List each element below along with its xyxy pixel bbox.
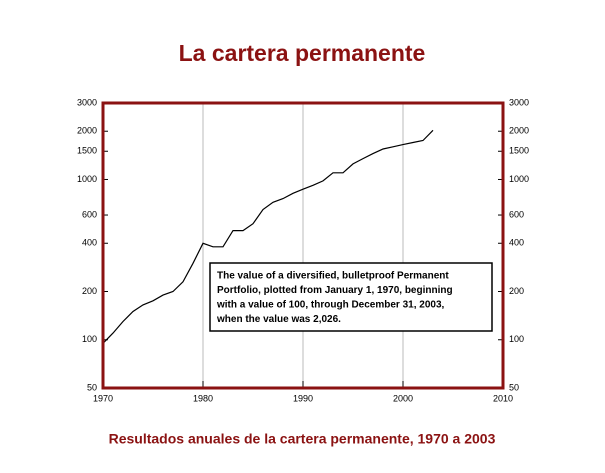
y-tick-label: 200 bbox=[82, 286, 97, 296]
chart-title: La cartera permanente bbox=[179, 40, 426, 66]
y-tick-label: 2000 bbox=[509, 126, 529, 136]
y-tick-label: 3000 bbox=[77, 97, 97, 107]
line bbox=[102, 129, 434, 344]
y-tick-label: 400 bbox=[82, 238, 97, 248]
x-tick-label: 1970 bbox=[93, 393, 113, 403]
caption: Resultados anuales de la cartera permane… bbox=[109, 431, 496, 447]
y-tick-label: 2000 bbox=[77, 126, 97, 136]
y-tick-label: 600 bbox=[509, 209, 524, 219]
x-tick-label: 2010 bbox=[493, 393, 513, 403]
y-tick-label: 100 bbox=[509, 334, 524, 344]
y-tick-label: 1500 bbox=[509, 146, 529, 156]
annotation-line: with a value of 100, through December 31… bbox=[216, 300, 445, 311]
y-tick-label: 200 bbox=[509, 286, 524, 296]
y-tick-label: 100 bbox=[82, 334, 97, 344]
y-tick-label: 50 bbox=[509, 382, 519, 392]
annotation-line: The value of a diversified, bulletproof … bbox=[217, 271, 449, 282]
annotation-box bbox=[209, 262, 493, 332]
x-tick-label: 1980 bbox=[193, 393, 213, 403]
x-tick-label: 2000 bbox=[393, 393, 413, 403]
y-tick-label: 1000 bbox=[509, 174, 529, 184]
annotation-line: when the value was 2,026. bbox=[216, 314, 341, 325]
plot-frame bbox=[101, 101, 505, 390]
annotation-line: Portfolio, plotted from January 1, 1970,… bbox=[217, 285, 453, 296]
y-tick-label: 400 bbox=[509, 238, 524, 248]
y-tick-label: 3000 bbox=[509, 97, 529, 107]
y-tick-label: 1500 bbox=[77, 146, 97, 156]
x-tick-label: 1990 bbox=[293, 393, 313, 403]
y-tick-label: 600 bbox=[82, 209, 97, 219]
y-tick-label: 50 bbox=[87, 382, 97, 392]
y-tick-label: 1000 bbox=[77, 174, 97, 184]
